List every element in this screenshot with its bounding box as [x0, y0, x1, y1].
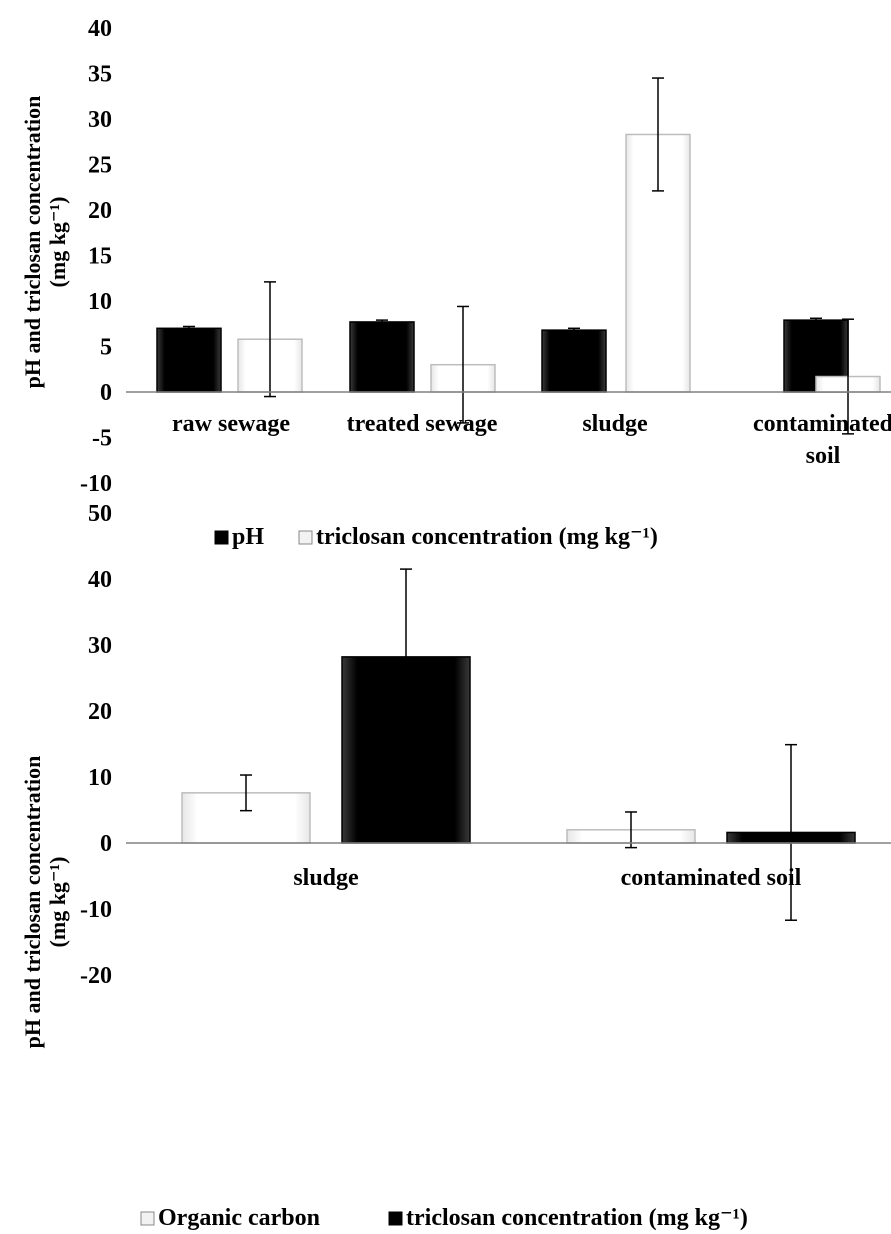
chart-2-y-tick-label: -20	[80, 963, 112, 989]
chart-2-bars	[181, 568, 856, 921]
chart-1-y-tick-label: -5	[92, 426, 112, 452]
chart-1-category-label: treated sewage	[347, 411, 498, 437]
chart-1-y-tick-label: 10	[88, 289, 112, 315]
chart-1-category-labels: raw sewage treated sewage sludge contaminat…	[172, 411, 891, 469]
chart-2-y-tick-label: -10	[80, 897, 112, 923]
chart-1-y-tick-label: 35	[88, 62, 112, 88]
chart-2-legend-swatch-triclosan	[388, 1211, 403, 1226]
chart-1-y-tick-label: 25	[88, 153, 112, 179]
chart-1-legend-label-ph: pH	[232, 524, 264, 550]
chart-1-y-tick-label: 20	[88, 198, 112, 224]
chart-2-y-tick-label: 30	[88, 633, 112, 659]
chart-1-ylabel-line1: pH and triclosan concentration	[20, 96, 45, 389]
chart-2-legend-item-organic-carbon: Organic carbon	[140, 1205, 320, 1231]
chart-1-y-tick-label: 0	[100, 380, 112, 406]
chart-1-y-tick-label: -10	[80, 471, 112, 497]
chart-1-category-label: raw sewage	[172, 411, 290, 437]
chart-1-category-label: soil	[806, 443, 841, 469]
chart-1-y-tick-label: 5	[100, 335, 112, 361]
chart-1-legend-item-ph: pH	[214, 524, 264, 550]
chart-1-bar	[541, 329, 607, 393]
chart-1-y-tick-label: 40	[88, 16, 112, 42]
chart-2-legend-label-organic-carbon: Organic carbon	[158, 1205, 320, 1231]
chart-2-ylabel-line1: pH and triclosan concentration	[20, 756, 45, 1049]
chart-2-legend-swatch-organic-carbon	[140, 1211, 155, 1226]
chart-1-legend-item-triclosan: triclosan concentration (mg kg⁻¹)	[298, 524, 658, 550]
chart-1-legend-label-triclosan: triclosan concentration (mg kg⁻¹)	[316, 524, 658, 550]
chart-1-bar	[156, 327, 222, 393]
chart-1-bar	[349, 321, 415, 393]
chart-1-legend-swatch-ph	[214, 530, 229, 545]
chart-2-y-tick-label: 50	[88, 501, 112, 527]
chart-2-category-label: contaminated soil	[621, 865, 802, 891]
chart-1-legend-swatch-triclosan	[298, 530, 313, 545]
chart-1-y-axis-title: pH and triclosan concentration (mg kg⁻¹)	[20, 96, 70, 389]
chart-2-category-label: sludge	[293, 865, 359, 891]
chart-1-y-ticks: 40 35 30 25 20 15 10 5 0 -5 -10	[80, 16, 112, 497]
chart-2-y-axis-title: pH and triclosan concentration (mg kg⁻¹)	[20, 756, 70, 1049]
chart-2-legend: Organic carbon triclosan concentration (…	[140, 1205, 748, 1231]
chart-2-ylabel-line2: (mg kg⁻¹)	[45, 857, 70, 948]
chart-1-category-label: contaminated	[753, 411, 891, 437]
chart-1: pH and triclosan concentration (mg kg⁻¹)…	[20, 16, 891, 550]
chart-1-y-tick-label: 15	[88, 244, 112, 270]
chart-2-legend-label-triclosan: triclosan concentration (mg kg⁻¹)	[406, 1205, 748, 1231]
chart-1-legend: pH triclosan concentration (mg kg⁻¹)	[214, 524, 658, 550]
chart-2-legend-item-triclosan: triclosan concentration (mg kg⁻¹)	[388, 1205, 748, 1231]
chart-2-y-tick-label: 0	[100, 831, 112, 857]
chart-1-ylabel-line2: (mg kg⁻¹)	[45, 197, 70, 288]
chart-1-category-label: sludge	[582, 411, 648, 437]
chart-1-y-tick-label: 30	[88, 107, 112, 133]
chart-2: pH and triclosan concentration (mg kg⁻¹)…	[20, 501, 891, 1231]
chart-2-category-labels: sludge contaminated soil	[293, 865, 801, 891]
chart-2-y-ticks: 50 40 30 20 10 0 -10 -20	[80, 501, 112, 989]
chart-2-y-tick-label: 20	[88, 699, 112, 725]
chart-2-y-tick-label: 40	[88, 567, 112, 593]
chart-1-bars	[156, 77, 881, 435]
chart-2-y-tick-label: 10	[88, 765, 112, 791]
